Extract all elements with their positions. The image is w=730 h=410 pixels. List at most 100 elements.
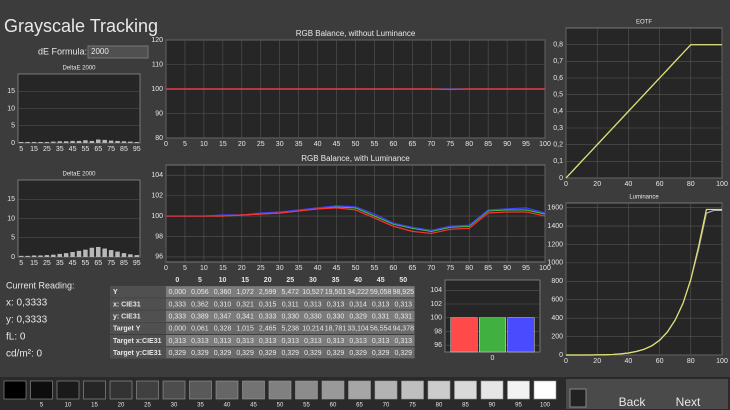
bar [115, 251, 120, 257]
table-cell: 0,313 [169, 338, 187, 345]
x-tick-label: 20 [238, 141, 246, 148]
gray-swatch [480, 380, 504, 400]
table-row [110, 347, 415, 359]
chart-title: DeltaE 2000 [62, 66, 96, 72]
y-tick-label: 100 [430, 315, 442, 322]
y-tick-label: 15 [7, 196, 15, 203]
row-header-cell [110, 286, 166, 298]
x-tick-label: 60 [656, 358, 664, 365]
gray-swatch [136, 380, 159, 400]
swatch-label: 80 [436, 403, 443, 409]
y-tick-label: 0 [559, 352, 563, 359]
table-cell: 18,781 [325, 326, 347, 333]
x-tick-label: 15 [30, 146, 38, 153]
row-header-cell [110, 335, 166, 347]
y-tick-label: 98 [155, 233, 163, 240]
table-row [110, 286, 415, 298]
y-tick-label: 100 [151, 86, 163, 93]
x-tick-label: 90 [503, 265, 511, 272]
gray-swatch [30, 380, 53, 400]
table-cell: 0,314 [349, 301, 367, 308]
table-cell: 0,347 [214, 314, 232, 321]
y-tick-label: 96 [434, 342, 442, 349]
next-button[interactable]: Next [676, 395, 701, 409]
column-header: 10 [219, 277, 227, 284]
bar [44, 255, 50, 257]
y-tick-label: 102 [430, 301, 442, 308]
table-cell: 0,313 [372, 301, 390, 308]
bar [121, 253, 127, 257]
table-cell: 0,341 [236, 314, 254, 321]
x-tick-label: 95 [133, 260, 141, 267]
bar [128, 141, 133, 143]
row-header: y: CIE31 [113, 314, 141, 321]
x-tick-label: 100 [716, 358, 728, 365]
x-tick-label: 85 [120, 260, 128, 267]
table-cell: 0,330 [304, 314, 322, 321]
table-cell: 5,472 [282, 289, 300, 296]
series-line [565, 44, 722, 179]
x-tick-label: 85 [484, 265, 492, 272]
series-line [166, 207, 546, 235]
row-header-cell [110, 322, 166, 334]
row-header: Target y:CIE31 [113, 350, 162, 357]
bar [108, 140, 114, 143]
y-tick-label: 0 [11, 140, 15, 147]
table-cell: 0,313 [372, 338, 390, 345]
y-tick-label: 120 [151, 37, 163, 44]
y-tick-label: 0,7 [553, 58, 563, 65]
x-tick-label: 100 [539, 265, 551, 272]
swatch-label: 55 [303, 403, 310, 409]
stop-button[interactable] [569, 388, 587, 408]
x-tick-label: 55 [371, 141, 379, 148]
bar [89, 140, 95, 143]
x-tick-label: 70 [427, 265, 435, 272]
nav-panel [566, 379, 728, 409]
reading-value: x: 0,3333 [6, 298, 48, 309]
swatch-label: 60 [330, 403, 337, 409]
row-header: Target Y [113, 326, 141, 333]
x-tick-label: 5 [19, 260, 23, 267]
x-tick-label: 10 [200, 141, 208, 148]
y-tick-label: 1200 [547, 241, 563, 248]
gray-swatch [162, 380, 186, 400]
table-cell: 0,331 [395, 314, 413, 321]
x-tick-label: 5 [19, 146, 23, 153]
table-cell: 0,329 [236, 350, 254, 357]
y-tick-label: 400 [551, 315, 563, 322]
y-tick-label: 0,2 [553, 142, 563, 149]
column-header: 40 [354, 277, 362, 284]
bar [96, 246, 101, 257]
bar [450, 317, 478, 353]
gray-swatch [321, 380, 345, 400]
table-cell: 0,313 [304, 338, 322, 345]
de-formula-value[interactable]: 2000 [91, 47, 109, 56]
table-cell: 10,527 [302, 289, 324, 296]
chart-title: EOTF [636, 20, 652, 26]
row-header: x: CIE31 [113, 301, 141, 308]
swatch-label: 30 [171, 403, 178, 409]
table-cell: 2,599 [259, 289, 277, 296]
chart-title: DeltaE 2000 [62, 172, 96, 178]
x-tick-label: 20 [593, 358, 601, 365]
x-tick-label: 35 [56, 146, 64, 153]
y-tick-label: 90 [155, 110, 163, 117]
table-cell: 0,329 [372, 350, 390, 357]
bar [76, 250, 82, 257]
table-cell: 2,465 [259, 326, 277, 333]
table-cell: 0,056 [191, 289, 209, 296]
bar [38, 255, 43, 257]
table-cell: 94,378 [393, 326, 415, 333]
y-tick-label: 110 [152, 61, 163, 68]
gray-swatch [242, 380, 265, 400]
x-tick-label: 45 [333, 141, 341, 148]
swatch-label: 85 [462, 403, 469, 409]
x-tick-label: 15 [219, 141, 227, 148]
gray-swatch [109, 380, 133, 400]
y-tick-label: 5 [11, 235, 15, 242]
gray-swatch [401, 380, 424, 400]
de-formula-select[interactable] [87, 45, 149, 59]
table-cell: 0,333 [169, 314, 187, 321]
back-button[interactable]: Back [619, 395, 647, 409]
